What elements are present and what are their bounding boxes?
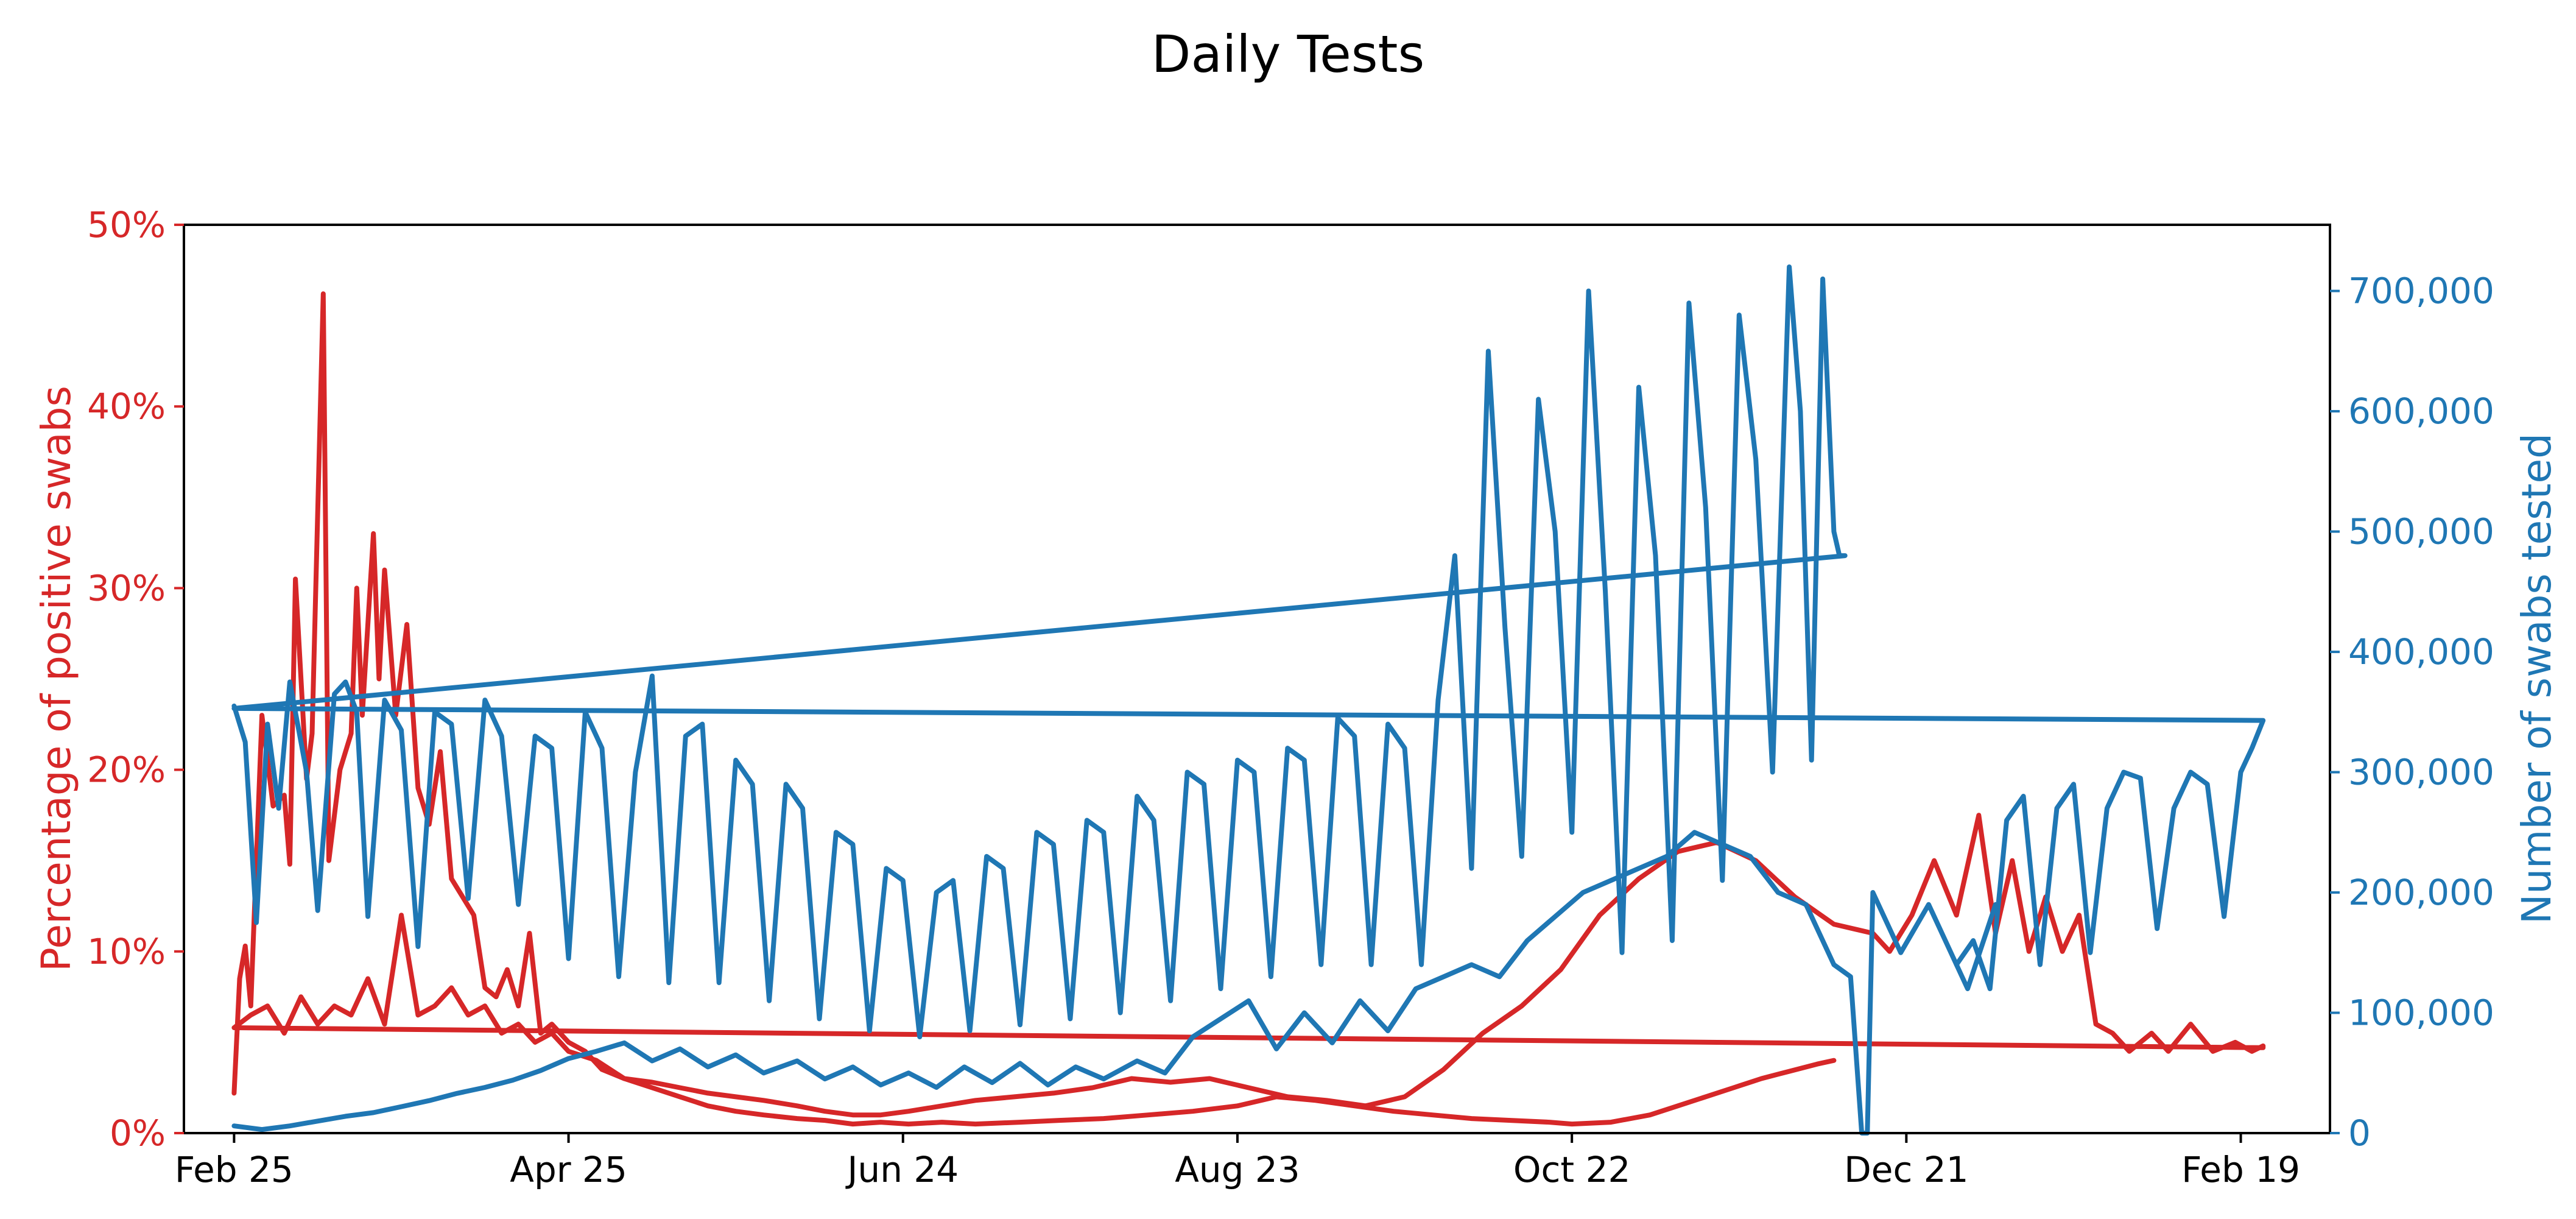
series-line-right-4: [231, 553, 2266, 991]
y-right-axis: 0 100,000 200,000 300,000 400,000 500,000 600,…: [2330, 270, 2494, 1154]
y-right-tick-label: 400,000: [2348, 631, 2494, 673]
plot-frame: [183, 224, 2331, 1134]
y-right-tick-label: 700,000: [2348, 270, 2494, 312]
series-line-right-2: [231, 830, 1998, 1136]
y-right-axis-label: Number of swabs tested: [2513, 433, 2560, 924]
x-tick-label: Feb 19: [2181, 1149, 2300, 1190]
y-right-tick-label: 0: [2348, 1112, 2371, 1154]
series-line-right-3: [231, 264, 1842, 1039]
y-left-axis: 0% 10% 20% 30% 40% 50%: [87, 204, 184, 1154]
y-right-tick-label: 200,000: [2348, 872, 2494, 913]
x-tick-label: Aug 23: [1175, 1149, 1300, 1190]
x-tick-label: Oct 22: [1513, 1149, 1631, 1190]
x-tick-label: Apr 25: [510, 1149, 627, 1190]
y-right-tick-label: 100,000: [2348, 992, 2494, 1034]
x-tick-label: Feb 25: [175, 1149, 294, 1190]
x-tick-label: Jun 24: [845, 1149, 959, 1190]
series-line-left-1: [231, 813, 2266, 1118]
y-right-tick-label: 500,000: [2348, 511, 2494, 553]
y-left-tick-label: 10%: [87, 931, 166, 972]
chart-title: Daily Tests: [1152, 24, 1424, 84]
y-left-tick-label: 30%: [87, 567, 166, 609]
y-left-tick-label: 40%: [87, 386, 166, 427]
y-left-tick-label: 50%: [87, 204, 166, 246]
series-line-left-0: [231, 291, 1837, 1127]
y-right-tick-label: 300,000: [2348, 752, 2494, 793]
x-tick-label: Dec 21: [1844, 1149, 1968, 1190]
x-axis: Feb 25 Apr 25 Jun 24 Aug 23 Oct 22 Dec 21 Feb …: [175, 1133, 2300, 1190]
y-right-tick-label: 600,000: [2348, 390, 2494, 432]
y-left-tick-label: 20%: [87, 749, 166, 791]
y-left-tick-label: 0%: [110, 1112, 166, 1154]
y-left-axis-label: Percentage of positive swabs: [33, 386, 80, 972]
series-layer: [231, 264, 2266, 1136]
